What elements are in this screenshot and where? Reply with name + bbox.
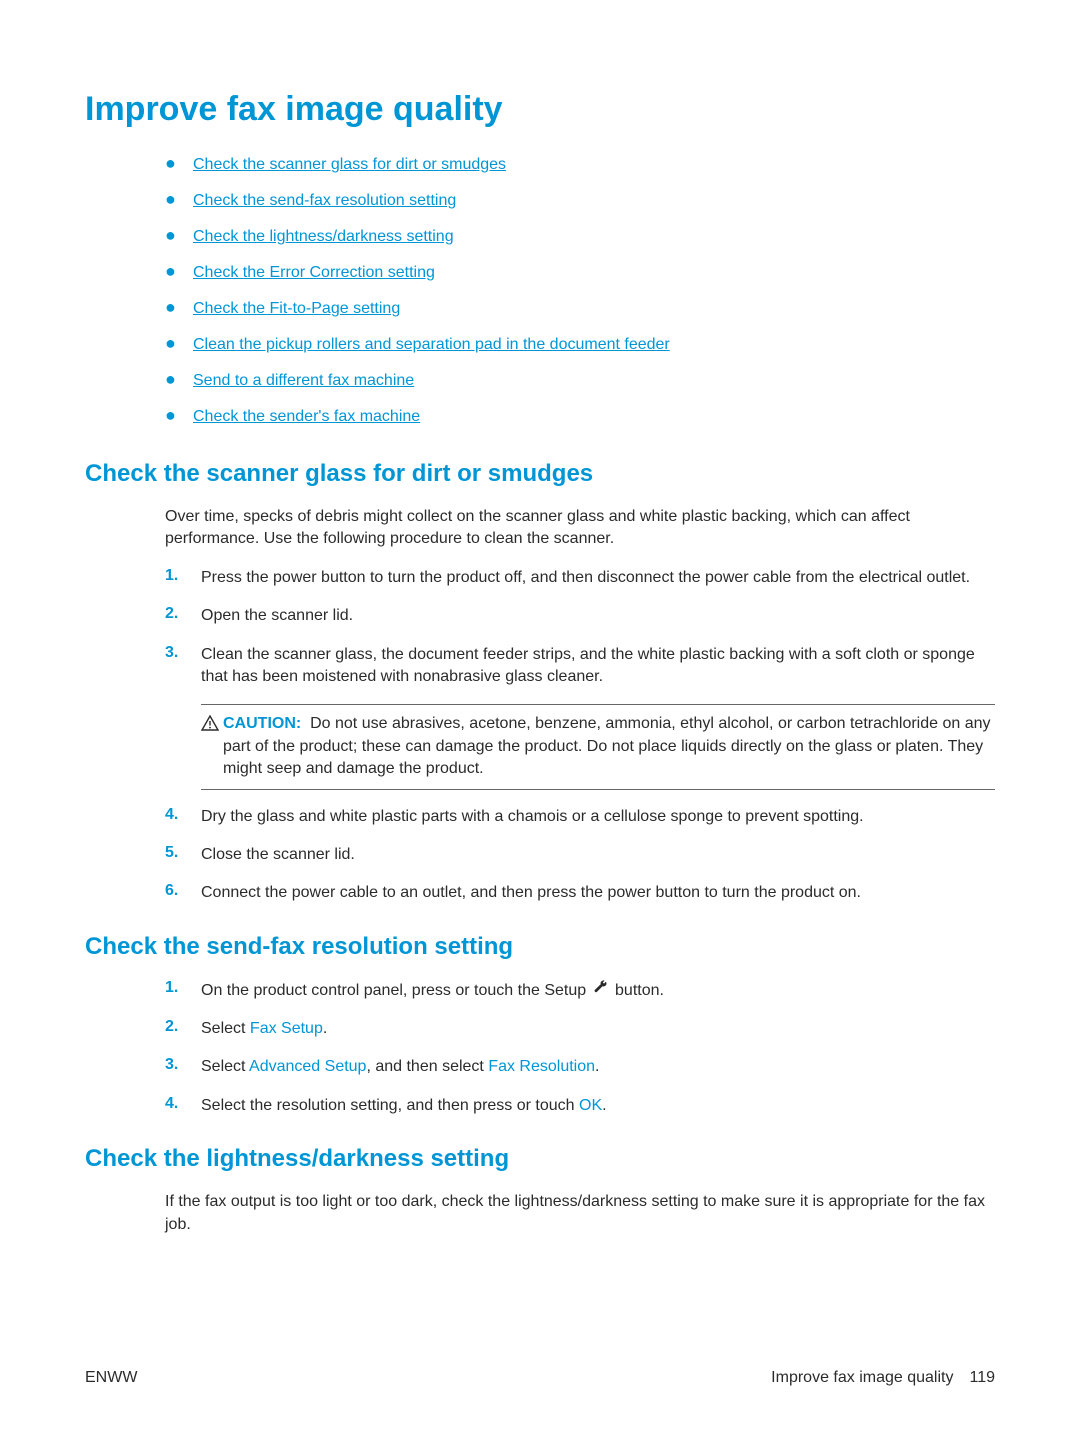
wrench-icon	[593, 979, 609, 1002]
bullet-icon: ●	[165, 189, 193, 210]
caution-text: CAUTION: Do not use abrasives, acetone, …	[223, 713, 995, 780]
toc-link-resolution[interactable]: Check the send-fax resolution setting	[193, 192, 456, 210]
step-item: 3. Clean the scanner glass, the document…	[165, 644, 995, 689]
bullet-icon: ●	[165, 153, 193, 174]
toc-link-scanner-glass[interactable]: Check the scanner glass for dirt or smud…	[193, 156, 506, 174]
toc-item: ● Check the lightness/darkness setting	[165, 225, 995, 246]
text-fragment: button.	[611, 982, 664, 999]
footer-left: ENWW	[85, 1369, 137, 1387]
toc-item: ● Send to a different fax machine	[165, 369, 995, 390]
text-fragment: Select	[201, 1020, 250, 1037]
step-item: 1. Press the power button to turn the pr…	[165, 567, 995, 589]
step-text: Press the power button to turn the produ…	[201, 567, 995, 589]
bullet-icon: ●	[165, 405, 193, 426]
footer-right: Improve fax image quality 119	[771, 1369, 995, 1387]
step-text: Clean the scanner glass, the document fe…	[201, 644, 995, 689]
step-item: 2. Open the scanner lid.	[165, 605, 995, 627]
toc-link-different-fax[interactable]: Send to a different fax machine	[193, 372, 414, 390]
step-text: Close the scanner lid.	[201, 844, 995, 866]
toc-item: ● Check the scanner glass for dirt or sm…	[165, 153, 995, 174]
step-number: 4.	[165, 1095, 201, 1117]
step-item: 6. Connect the power cable to an outlet,…	[165, 882, 995, 904]
toc-list: ● Check the scanner glass for dirt or sm…	[165, 153, 995, 426]
ui-label: OK	[579, 1097, 602, 1114]
toc-link-fit-to-page[interactable]: Check the Fit-to-Page setting	[193, 300, 400, 318]
caution-label: CAUTION:	[223, 715, 301, 732]
section-heading-scanner-glass: Check the scanner glass for dirt or smud…	[85, 460, 995, 488]
toc-item: ● Check the Error Correction setting	[165, 261, 995, 282]
toc-link-lightness[interactable]: Check the lightness/darkness setting	[193, 228, 454, 246]
bullet-icon: ●	[165, 333, 193, 354]
step-number: 1.	[165, 567, 201, 589]
text-fragment: Select the resolution setting, and then …	[201, 1097, 579, 1114]
text-fragment: , and then select	[366, 1058, 488, 1075]
step-text: Connect the power cable to an outlet, an…	[201, 882, 995, 904]
steps-list: 1. Press the power button to turn the pr…	[165, 567, 995, 905]
step-text: Open the scanner lid.	[201, 605, 995, 627]
text-fragment: .	[602, 1097, 606, 1114]
page-title: Improve fax image quality	[85, 90, 995, 129]
page-number: 119	[969, 1369, 995, 1387]
text-fragment: .	[323, 1020, 327, 1037]
step-number: 3.	[165, 644, 201, 689]
intro-text: Over time, specks of debris might collec…	[165, 506, 995, 551]
section-heading-lightness: Check the lightness/darkness setting	[85, 1145, 995, 1173]
toc-item: ● Check the send-fax resolution setting	[165, 189, 995, 210]
step-item: 3. Select Advanced Setup, and then selec…	[165, 1056, 995, 1078]
step-number: 5.	[165, 844, 201, 866]
bullet-icon: ●	[165, 297, 193, 318]
bullet-icon: ●	[165, 261, 193, 282]
footer-section-label: Improve fax image quality	[771, 1369, 953, 1387]
step-number: 2.	[165, 605, 201, 627]
step-item: 1. On the product control panel, press o…	[165, 979, 995, 1002]
steps-list: 1. On the product control panel, press o…	[165, 979, 995, 1118]
toc-item: ● Check the Fit-to-Page setting	[165, 297, 995, 318]
bullet-icon: ●	[165, 369, 193, 390]
toc-item: ● Check the sender's fax machine	[165, 405, 995, 426]
text-fragment: .	[595, 1058, 599, 1075]
step-item: 5. Close the scanner lid.	[165, 844, 995, 866]
page-footer: ENWW Improve fax image quality 119	[85, 1369, 995, 1387]
caution-box: CAUTION: Do not use abrasives, acetone, …	[201, 704, 995, 789]
step-number: 2.	[165, 1018, 201, 1040]
step-text: On the product control panel, press or t…	[201, 979, 995, 1002]
step-text: Select Fax Setup.	[201, 1018, 995, 1040]
ui-label: Fax Resolution	[488, 1058, 595, 1075]
step-number: 1.	[165, 979, 201, 1002]
section-heading-resolution: Check the send-fax resolution setting	[85, 933, 995, 961]
bullet-icon: ●	[165, 225, 193, 246]
step-number: 6.	[165, 882, 201, 904]
toc-link-sender-fax[interactable]: Check the sender's fax machine	[193, 408, 420, 426]
step-item: 4. Select the resolution setting, and th…	[165, 1095, 995, 1117]
ui-label: Fax Setup	[250, 1020, 323, 1037]
toc-link-error-correction[interactable]: Check the Error Correction setting	[193, 264, 435, 282]
step-text: Select the resolution setting, and then …	[201, 1095, 995, 1117]
toc-item: ● Clean the pickup rollers and separatio…	[165, 333, 995, 354]
step-number: 4.	[165, 806, 201, 828]
step-text: Select Advanced Setup, and then select F…	[201, 1056, 995, 1078]
text-fragment: Select	[201, 1058, 249, 1075]
toc-link-clean-rollers[interactable]: Clean the pickup rollers and separation …	[193, 336, 670, 354]
caution-icon	[201, 715, 221, 736]
step-number: 3.	[165, 1056, 201, 1078]
intro-text: If the fax output is too light or too da…	[165, 1191, 995, 1236]
text-fragment: On the product control panel, press or t…	[201, 982, 591, 999]
step-item: 4. Dry the glass and white plastic parts…	[165, 806, 995, 828]
step-text: Dry the glass and white plastic parts wi…	[201, 806, 995, 828]
ui-label: Advanced Setup	[249, 1058, 366, 1075]
step-item: 2. Select Fax Setup.	[165, 1018, 995, 1040]
caution-body: Do not use abrasives, acetone, benzene, …	[223, 715, 991, 777]
